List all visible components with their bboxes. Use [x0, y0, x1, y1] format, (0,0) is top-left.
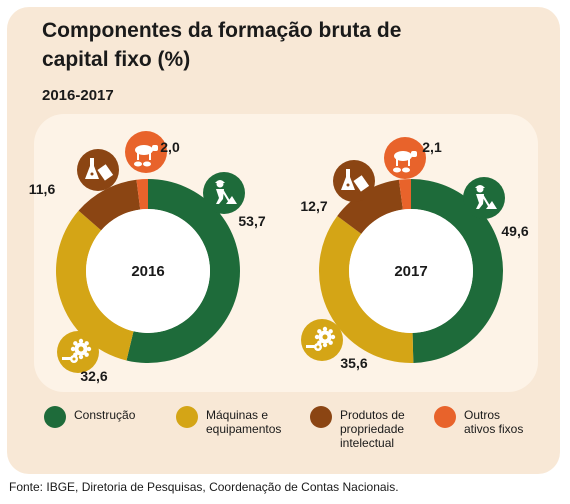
livestock-icon: [384, 137, 426, 179]
legend-item-maquinas: Máquinas e equipamentos: [176, 406, 281, 436]
donut-chart-2016: 2016 53,7 32,6 11,6 2,0: [29, 131, 266, 384]
legend-label: Construção: [74, 408, 136, 422]
data-label: 12,7: [300, 198, 327, 214]
construction-worker-icon: [203, 172, 245, 214]
legend-swatch: [434, 406, 456, 428]
donut-segment: [78, 179, 141, 231]
legend-swatch: [176, 406, 198, 428]
data-label: 32,6: [80, 368, 107, 384]
chart-title: Componentes da formação bruta de capital…: [42, 19, 402, 71]
legend-item-outros-ativos: Outros ativos fixos: [434, 406, 523, 436]
legend-item-construcao: Construção: [44, 406, 135, 428]
donut-segment: [55, 210, 134, 361]
data-label: 11,6: [29, 181, 56, 197]
data-label: 49,6: [501, 223, 528, 239]
data-label: 53,7: [238, 213, 265, 229]
lab-flask-icon: [77, 149, 119, 191]
donut-center: [86, 209, 210, 333]
chart-period: 2016-2017: [42, 87, 114, 104]
lab-flask-icon: [333, 160, 375, 202]
donut-center-label: 2016: [131, 263, 164, 280]
legend: Construção Máquinas e equipamentos Produ…: [44, 406, 544, 466]
donut-segment: [136, 179, 148, 210]
donut-chart-2017: 2017 49,6 35,6 12,7 2,1: [300, 137, 529, 371]
donut-segment: [411, 179, 503, 363]
data-label: 35,6: [340, 355, 367, 371]
legend-label: Produtos de propriedade intelectual: [340, 408, 405, 450]
data-label: 2,0: [160, 139, 180, 155]
legend-swatch: [44, 406, 66, 428]
legend-swatch: [310, 406, 332, 428]
legend-label: Outros ativos fixos: [464, 408, 524, 436]
gears-icon: [301, 319, 343, 361]
livestock-icon: [125, 131, 167, 173]
donut-segment: [337, 179, 403, 234]
legend-item-propriedade-intelectual: Produtos de propriedade intelectual: [310, 406, 405, 450]
donut-center-label: 2017: [394, 263, 427, 280]
data-label: 2,1: [422, 139, 442, 155]
construction-worker-icon: [463, 177, 505, 219]
donut-center: [349, 209, 473, 333]
gears-icon: [57, 331, 99, 373]
source-note: Fonte: IBGE, Diretoria de Pesquisas, Coo…: [9, 480, 399, 494]
donut-segment: [398, 179, 411, 210]
donut-segment: [319, 215, 414, 363]
legend-label: Máquinas e equipamentos: [206, 408, 282, 436]
donut-segment: [126, 179, 240, 363]
